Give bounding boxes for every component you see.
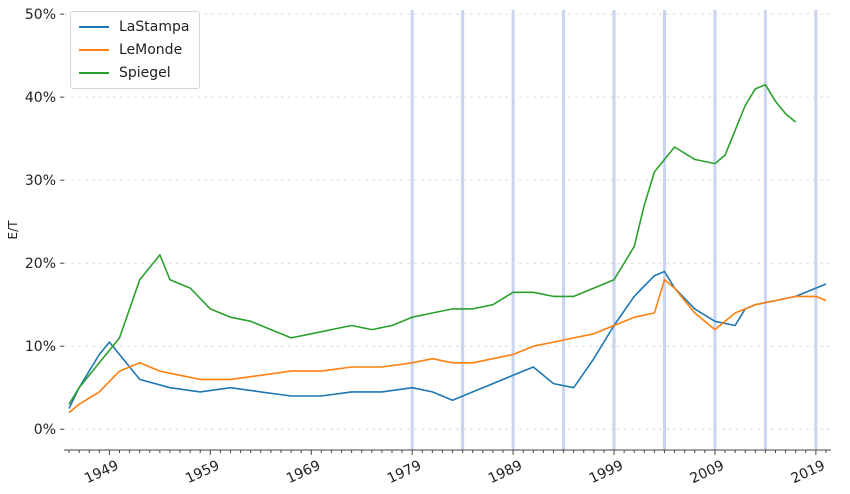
y-tick-label: 30% xyxy=(25,173,56,189)
legend-item-lastampa: LaStampa xyxy=(79,17,189,37)
legend: LaStampa LeMonde Spiegel xyxy=(70,11,200,89)
legend-label-lemonde: LeMonde xyxy=(119,42,183,58)
legend-swatch-lemonde xyxy=(79,49,109,51)
x-tick-label: 1949 xyxy=(82,458,121,488)
x-tick-label: 1989 xyxy=(486,458,525,488)
series-lines xyxy=(68,83,827,414)
y-tick-label: 0% xyxy=(34,422,56,438)
series-line-lastampa xyxy=(68,270,827,409)
y-ticks: 0% 10% 20% 30% 40% 50% xyxy=(25,7,64,438)
legend-swatch-spiegel xyxy=(79,72,109,74)
y-tick-label: 50% xyxy=(25,7,56,23)
y-tick-label: 10% xyxy=(25,339,56,355)
legend-label-lastampa: LaStampa xyxy=(119,19,190,35)
x-tick-label: 1969 xyxy=(284,458,323,488)
y-tick-label: 20% xyxy=(25,256,56,272)
vertical-markers xyxy=(410,10,818,450)
legend-item-lemonde: LeMonde xyxy=(79,40,182,60)
legend-label-spiegel: Spiegel xyxy=(119,65,171,81)
x-tick-label: 2009 xyxy=(688,458,727,488)
legend-swatch-lastampa xyxy=(79,26,109,28)
x-tick-label: 1959 xyxy=(183,458,222,488)
y-axis-label: E/T xyxy=(6,220,20,240)
y-tick-label: 40% xyxy=(25,90,56,106)
x-ticks: 1949 1959 1969 1979 1989 1999 2009 2019 xyxy=(68,450,828,488)
x-tick-label: 1999 xyxy=(587,458,626,488)
x-tick-label: 2019 xyxy=(789,458,828,488)
x-tick-label: 1979 xyxy=(385,458,424,488)
series-line-lemonde xyxy=(68,279,827,414)
series-line-spiegel xyxy=(68,83,797,405)
legend-item-spiegel: Spiegel xyxy=(79,63,171,83)
